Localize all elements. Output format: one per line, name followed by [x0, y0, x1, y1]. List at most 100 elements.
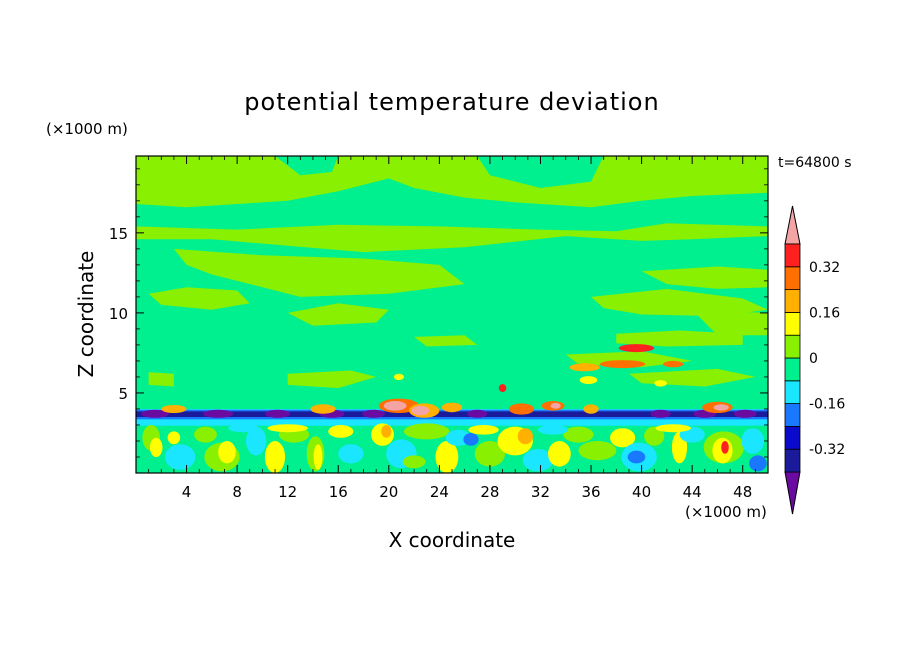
warm-anomaly-16 — [569, 363, 600, 372]
colorbar-segment-8 — [784, 266, 801, 290]
warm-anomaly-2 — [411, 405, 430, 416]
warm-anomaly-14 — [618, 344, 655, 353]
colorbar-tick-label-1: -0.16 — [809, 397, 845, 413]
convective-cell-35 — [721, 441, 729, 454]
convective-cell-36 — [741, 428, 765, 454]
inversion-core-2 — [265, 409, 291, 418]
colorbar-segment-6 — [784, 311, 801, 336]
patch-f — [287, 370, 377, 389]
upper-band-gap-1 — [275, 156, 339, 176]
convective-cell-17 — [435, 441, 459, 473]
warm-anomaly-20 — [654, 380, 667, 387]
colorbar-segment-7 — [784, 289, 801, 313]
x-tick-label-12: 12 — [278, 483, 297, 501]
inversion-core-6 — [650, 409, 671, 418]
chart-title: potential temperature deviation — [244, 88, 660, 116]
convective-cell-26 — [578, 441, 617, 461]
x-tick-label-28: 28 — [480, 483, 499, 501]
colorbar-segment-5 — [784, 334, 801, 359]
patch-g — [148, 372, 174, 387]
convective-cell-14 — [381, 425, 392, 438]
convective-cell-20 — [474, 441, 506, 467]
colorbar-over-extension — [784, 205, 801, 245]
patch-c — [591, 288, 768, 317]
warm-anomaly-18 — [579, 376, 598, 385]
x-axis-label: X coordinate — [0, 528, 904, 552]
x-tick-label-16: 16 — [329, 483, 348, 501]
convective-cell-40 — [267, 424, 308, 433]
colorbar: -0.32 -0.16 0 0.16 0.32 — [784, 205, 845, 515]
inversion-core-8 — [733, 409, 757, 418]
x-tick-label-40: 40 — [632, 483, 651, 501]
convective-cell-12 — [338, 444, 364, 464]
x-tick-label-32: 32 — [531, 483, 550, 501]
inversion-core-4 — [362, 409, 385, 418]
warm-anomaly-13 — [498, 384, 507, 393]
warm-anomaly-8 — [583, 404, 599, 414]
colorbar-segment-9 — [784, 243, 801, 268]
convective-cell-29 — [627, 450, 646, 464]
convective-cell-44 — [537, 425, 569, 435]
patch-a — [148, 287, 250, 310]
convective-cell-42 — [655, 424, 691, 433]
colorbar-segment-2 — [784, 403, 801, 427]
y-tick-label-5: 5 — [118, 385, 128, 403]
convective-cell-22 — [517, 428, 533, 445]
right-mid-band — [641, 266, 768, 289]
inversion-navy — [136, 411, 768, 417]
contour-field — [136, 156, 768, 473]
warm-anomaly-11 — [161, 405, 187, 413]
y-axis-unit: (×1000 m) — [46, 120, 128, 138]
convective-cell-39 — [402, 455, 426, 469]
patch-b — [287, 303, 389, 326]
convective-cell-23 — [522, 449, 554, 472]
colorbar-tick-label-2: 0 — [809, 351, 818, 367]
x-tick-label-24: 24 — [430, 483, 449, 501]
convective-cell-10 — [313, 444, 323, 470]
mid-band — [136, 223, 768, 253]
colorbar-segment-3 — [784, 380, 801, 404]
convective-cell-5 — [218, 441, 236, 464]
patch-e — [616, 330, 743, 347]
convective-cell-24 — [548, 441, 571, 467]
convective-cell-25 — [563, 426, 594, 443]
x-tick-label-20: 20 — [379, 483, 398, 501]
colorbar-under-extension — [784, 471, 801, 515]
x-tick-label-48: 48 — [733, 483, 752, 501]
x-axis-label-text: X coordinate — [388, 528, 516, 552]
colorbar-tick-label-3: 0.16 — [809, 305, 840, 321]
patch-d — [692, 309, 768, 336]
upper-band-gap-2 — [477, 156, 604, 188]
convective-cell-27 — [610, 428, 636, 448]
colorbar-segment-1 — [784, 425, 801, 450]
warm-anomaly-10 — [713, 404, 729, 411]
convective-cell-41 — [468, 425, 499, 435]
warm-anomaly-5 — [508, 403, 535, 415]
convective-cell-11 — [328, 425, 354, 438]
x-tick-label-44: 44 — [683, 483, 702, 501]
convective-cell-16 — [403, 423, 450, 440]
x-axis-unit: (×1000 m) — [685, 503, 767, 521]
convective-cell-30 — [644, 426, 665, 446]
patch-i — [414, 335, 478, 347]
convective-cell-3 — [194, 426, 217, 443]
patch-h — [565, 351, 693, 368]
warm-anomaly-7 — [550, 402, 561, 409]
convective-cell-7 — [264, 441, 286, 473]
x-tick-label-8: 8 — [232, 483, 242, 501]
warm-anomaly-19 — [393, 373, 404, 381]
colorbar-tick-label-4: 0.32 — [809, 260, 840, 276]
warm-anomaly-3 — [383, 401, 407, 411]
inversion-core-5 — [467, 409, 488, 418]
x-tick-label-36: 36 — [581, 483, 600, 501]
inversion-core-1 — [203, 409, 234, 418]
y-tick-label-15: 15 — [109, 225, 128, 243]
warm-anomaly-4 — [441, 402, 463, 413]
colorbar-tick-label-0: -0.32 — [809, 442, 845, 458]
warm-anomaly-12 — [310, 404, 336, 414]
warm-anomaly-17 — [663, 360, 684, 368]
mid-lower-band — [173, 248, 465, 297]
convective-cell-19 — [463, 433, 479, 446]
